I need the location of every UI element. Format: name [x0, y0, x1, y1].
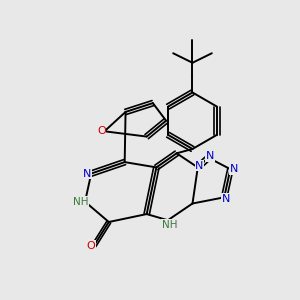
Text: NH: NH — [73, 197, 88, 207]
Text: NH: NH — [162, 220, 177, 230]
Text: N: N — [82, 169, 91, 178]
Text: N: N — [195, 161, 203, 171]
Text: O: O — [97, 126, 106, 136]
Text: N: N — [230, 164, 238, 174]
Text: N: N — [206, 151, 214, 161]
Text: N: N — [221, 194, 230, 204]
Text: O: O — [86, 241, 95, 251]
